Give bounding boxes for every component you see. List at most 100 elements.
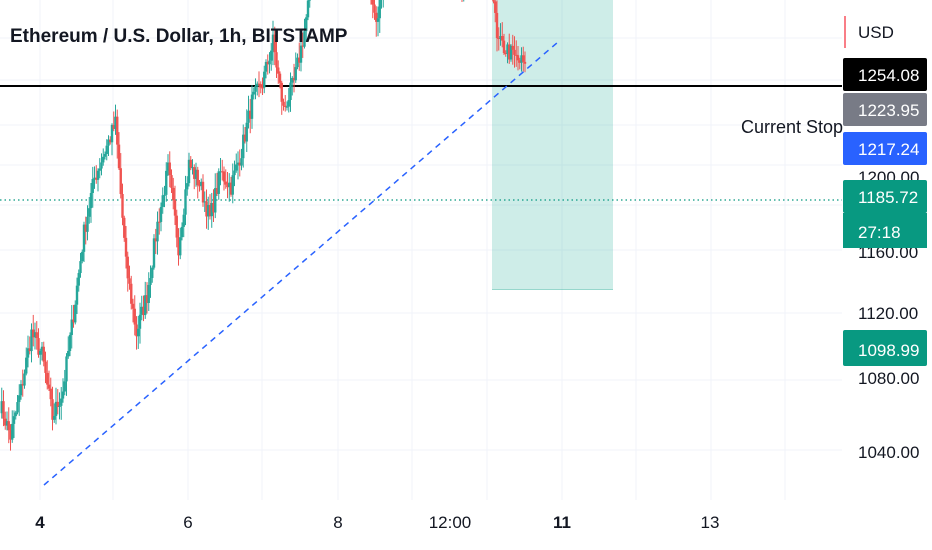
candle-body [16, 402, 19, 413]
candle-body [277, 67, 280, 74]
candle-body [252, 91, 255, 95]
candle-body [40, 346, 44, 351]
candle-body [58, 405, 61, 407]
candle-body [53, 415, 56, 420]
candle-body [74, 304, 77, 323]
candle-body [107, 139, 110, 146]
candle-body [196, 169, 199, 186]
countdown-tag [843, 213, 927, 248]
take-profit-zone [492, 0, 613, 290]
candle-body [123, 217, 126, 238]
price-tag-value: 1098.99 [858, 341, 919, 360]
candle-body [9, 430, 12, 440]
candle-body [522, 55, 525, 62]
candle-body [65, 356, 68, 382]
candle-body [175, 215, 178, 238]
candle-body [156, 221, 159, 242]
candle-body [138, 314, 142, 329]
candle-body [226, 184, 229, 188]
candle-body [194, 169, 198, 179]
candle-body [502, 40, 506, 54]
price-tick-label: 1120.00 [858, 304, 918, 323]
candle-body [154, 238, 157, 242]
candle-body [86, 216, 89, 232]
candle-body [296, 57, 299, 68]
time-axis[interactable]: 4 6 8 12:00 11 13 [35, 513, 719, 532]
candle-body [378, 0, 381, 19]
candle-body [261, 87, 264, 89]
candle-body [103, 153, 107, 157]
candle-body [12, 416, 16, 424]
candle-body [116, 116, 119, 145]
candle-body [518, 60, 521, 63]
candle-body [200, 181, 203, 186]
candlestick-series [0, 0, 527, 451]
candle-body [126, 256, 129, 279]
time-tick-label: 6 [183, 513, 192, 532]
candle-body [282, 101, 285, 106]
candle-body [278, 73, 282, 83]
trendline[interactable] [43, 41, 559, 486]
candle-body [95, 177, 98, 180]
candle-body [264, 61, 268, 72]
candle-body [140, 306, 143, 315]
candle-body [14, 412, 17, 417]
candle-body [287, 99, 290, 107]
candle-body [5, 421, 9, 426]
candle-body [105, 145, 108, 154]
chart-title: Ethereum / U.S. Dollar, 1h, BITSTAMP [10, 26, 348, 47]
price-tag-value: 1185.72 [858, 188, 918, 207]
candle-body [231, 175, 234, 195]
candle-body [96, 170, 100, 180]
time-tick-label: 13 [701, 513, 720, 532]
candle-body [371, 0, 374, 5]
candle-body [492, 0, 495, 2]
candle-body [506, 44, 509, 54]
candle-body [203, 201, 206, 203]
candle-body [494, 1, 497, 13]
candle-body [271, 34, 275, 51]
candle-body [214, 188, 217, 213]
candle-body [191, 167, 194, 169]
candle-body [229, 182, 233, 195]
candle-body [19, 384, 23, 396]
candle-body [119, 168, 122, 195]
chart-grid [0, 0, 842, 500]
candle-body [280, 82, 283, 102]
candle-body [303, 31, 306, 47]
candle-body [221, 171, 224, 173]
candle-body [193, 167, 196, 179]
candle-body [499, 36, 502, 39]
candle-body [284, 105, 287, 107]
candle-body [46, 372, 49, 385]
horizontal-lines [0, 85, 842, 201]
candle-body [207, 205, 210, 217]
candle-body [495, 12, 499, 39]
price-tick-label: 1080.00 [858, 369, 919, 388]
candle-body [201, 181, 205, 203]
candle-body [98, 168, 101, 171]
candle-body [257, 83, 261, 85]
candle-body [102, 156, 105, 163]
candle-body [135, 324, 138, 337]
candle-body [166, 162, 170, 171]
candle-body [245, 122, 248, 142]
candle-body [56, 401, 59, 407]
candle-body [63, 381, 66, 392]
candle-body [128, 278, 131, 284]
candle-body [130, 283, 133, 304]
candle-body [373, 4, 376, 13]
candle-body [511, 45, 514, 50]
candle-body [100, 162, 103, 169]
candle-body [21, 384, 24, 386]
price-tag-1223.95 [843, 93, 927, 126]
short-position-tool[interactable] [492, 0, 613, 291]
ascending-trendline[interactable] [43, 41, 559, 486]
price-tags: 1254.08 1223.95 1217.24 1185.72 27:18 1098.99 [843, 58, 927, 366]
candle-body [18, 395, 21, 403]
candle-body [243, 134, 247, 142]
price-tag-1098.99 [843, 330, 927, 366]
candle-body [294, 67, 297, 81]
